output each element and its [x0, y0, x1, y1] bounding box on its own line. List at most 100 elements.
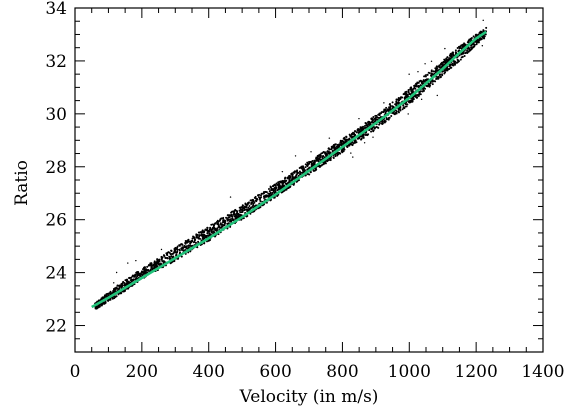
data-point	[163, 254, 166, 257]
data-point	[418, 91, 421, 94]
data-point	[480, 38, 483, 41]
outlier-point	[115, 271, 118, 274]
data-point	[187, 246, 190, 249]
data-point	[470, 47, 473, 50]
data-point	[241, 204, 244, 207]
data-point	[160, 255, 163, 258]
y-tick-label: 34	[45, 0, 67, 19]
data-point	[164, 256, 167, 259]
data-point	[178, 244, 181, 247]
data-point	[258, 198, 261, 201]
data-point	[411, 89, 414, 92]
data-point	[251, 205, 254, 208]
outlier-point	[352, 156, 354, 158]
data-point	[322, 162, 325, 165]
data-point	[313, 159, 316, 162]
data-point	[259, 194, 262, 197]
data-point	[208, 232, 211, 235]
data-point	[339, 139, 342, 142]
data-point	[307, 162, 310, 165]
data-point	[284, 176, 287, 179]
data-point	[357, 137, 360, 140]
data-point	[372, 116, 375, 119]
outlier-point	[225, 217, 227, 219]
data-point	[259, 200, 262, 203]
data-point	[98, 305, 101, 308]
data-point	[411, 88, 414, 91]
data-point	[130, 280, 133, 283]
outlier-point	[208, 230, 210, 233]
outlier-point	[279, 185, 282, 187]
data-point	[422, 79, 425, 82]
data-point	[331, 149, 334, 152]
data-point	[268, 190, 271, 193]
x-tick-label: 1400	[521, 362, 564, 382]
data-point	[184, 241, 187, 244]
data-point	[210, 231, 213, 234]
data-point	[342, 140, 345, 143]
data-point	[235, 214, 238, 217]
data-point	[456, 47, 459, 50]
data-point	[455, 61, 458, 64]
outlier-point	[113, 282, 115, 284]
data-point	[429, 82, 432, 85]
data-point	[446, 56, 449, 59]
data-point	[246, 208, 249, 211]
data-point	[256, 198, 259, 201]
data-point	[117, 293, 120, 296]
data-point	[135, 277, 138, 280]
data-point	[223, 222, 226, 225]
outlier-point	[424, 63, 426, 65]
data-point	[460, 56, 463, 59]
data-point	[334, 153, 337, 156]
data-point	[180, 255, 183, 258]
data-point	[403, 97, 406, 100]
data-point	[441, 74, 444, 77]
data-point	[450, 55, 453, 58]
data-point	[312, 169, 315, 172]
data-point	[176, 246, 179, 249]
outlier-point	[295, 175, 297, 177]
data-point	[160, 257, 163, 260]
data-point	[99, 303, 102, 306]
outlier-point	[420, 98, 423, 101]
data-point	[178, 251, 181, 254]
data-point	[315, 158, 318, 161]
y-tick-label: 26	[45, 211, 67, 231]
data-point	[278, 183, 281, 186]
outlier-point	[341, 149, 344, 151]
data-point	[181, 249, 184, 252]
data-point	[354, 130, 357, 133]
data-point	[213, 227, 216, 230]
data-point	[389, 107, 392, 110]
outlier-point	[269, 185, 271, 187]
data-point	[153, 261, 156, 264]
outlier-point	[358, 117, 360, 120]
data-point	[234, 209, 237, 212]
data-point	[402, 104, 405, 107]
data-point	[360, 138, 363, 141]
data-point	[429, 84, 432, 87]
data-point	[170, 255, 173, 258]
outlier-point	[281, 170, 284, 173]
data-point	[397, 101, 400, 104]
data-point	[378, 123, 381, 126]
data-point	[262, 191, 265, 194]
x-tick-labels: 0 200 400 600 800 1000 1200 1400	[70, 362, 565, 382]
data-point	[205, 234, 208, 237]
data-point	[413, 84, 416, 87]
data-point	[329, 159, 332, 162]
data-point	[241, 209, 244, 212]
data-point	[311, 159, 314, 162]
data-point	[485, 26, 488, 29]
outlier-point	[383, 102, 385, 104]
data-point	[327, 151, 330, 154]
data-point	[321, 156, 324, 159]
data-point	[456, 58, 459, 61]
data-point	[472, 35, 475, 38]
data-point	[397, 110, 400, 113]
data-point	[143, 266, 146, 269]
data-point	[435, 65, 438, 68]
data-point	[248, 205, 251, 208]
data-point	[407, 89, 410, 92]
